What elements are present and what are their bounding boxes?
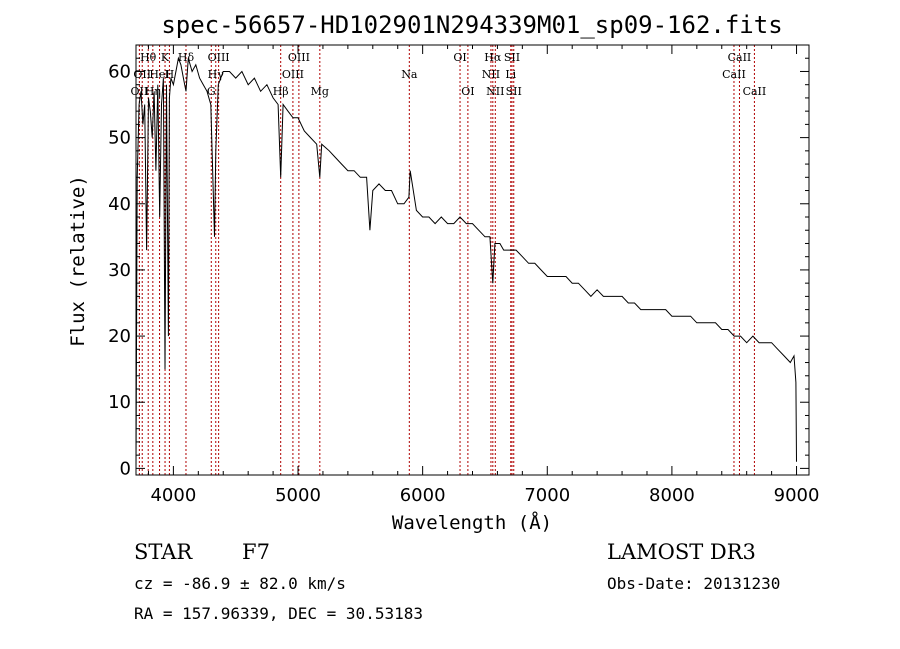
line-label: SII (506, 85, 522, 98)
line-label: OI (461, 85, 474, 98)
line-label: CaII (722, 68, 746, 81)
x-tick-label: 7000 (524, 485, 570, 506)
line-label: Na (401, 68, 418, 81)
line-label: NII (486, 85, 504, 98)
y-axis-ticks: 0 10 20 30 40 50 60 (108, 57, 809, 479)
spectrum-line (135, 56, 797, 469)
chart-title: spec-56657-HD102901N294339M01_sp09-162.f… (161, 11, 782, 39)
y-tick-label: 40 (108, 194, 131, 215)
y-tick-label: 20 (108, 326, 131, 347)
line-label: OIII (282, 68, 304, 81)
line-label: Hβ (273, 85, 289, 98)
line-label: HeI (149, 68, 169, 81)
plot-frame (135, 44, 810, 476)
observation-date: Obs-Date: 20131230 (607, 574, 781, 593)
y-tick-label: 50 (108, 128, 131, 149)
x-axis-ticks: 4000 5000 6000 7000 8000 9000 (147, 45, 820, 506)
x-tick-label: 8000 (649, 485, 695, 506)
object-subclass: F7 (242, 540, 270, 564)
line-label: NII (482, 68, 500, 81)
line-label: K (161, 51, 170, 64)
line-label: Mg (311, 85, 329, 98)
line-label: Hη (145, 85, 161, 98)
line-label: CaII (728, 51, 752, 64)
survey-name: LAMOST DR3 (607, 540, 756, 564)
x-tick-label: 9000 (774, 485, 820, 506)
line-label: Hδ (178, 51, 195, 64)
x-tick-label: 5000 (275, 485, 321, 506)
x-tick-label: 6000 (400, 485, 446, 506)
line-label: Hα (484, 51, 502, 64)
line-label: OI (453, 51, 466, 64)
y-tick-label: 30 (108, 260, 131, 281)
sky-coordinates: RA = 157.96339, DEC = 30.53183 (134, 604, 423, 623)
line-label: OIII (208, 51, 230, 64)
line-label: SII (504, 51, 520, 64)
line-label: H (165, 68, 175, 81)
line-label: Li (505, 68, 516, 81)
line-label: OIII (288, 51, 310, 64)
x-axis-label: Wavelength (Å) (392, 511, 552, 534)
line-label: OII (131, 85, 149, 98)
redshift-velocity: cz = -86.9 ± 82.0 km/s (134, 574, 346, 593)
spectral-line-markers (138, 45, 755, 475)
line-label: Hγ (208, 68, 225, 81)
y-tick-label: 10 (108, 392, 131, 413)
y-tick-label: 0 (120, 458, 131, 479)
object-class: STAR (134, 540, 193, 564)
x-tick-label: 4000 (150, 485, 196, 506)
line-label: G (207, 85, 216, 98)
spectral-line-labels: OIIOIIHθHηHeIKHHδGHγOIIIHβOIIIOIIIMgNaOI… (131, 51, 767, 98)
y-tick-label: 60 (108, 61, 131, 82)
line-label: CaII (743, 85, 767, 98)
y-axis-label: Flux (relative) (67, 175, 89, 347)
line-label: Hθ (140, 51, 157, 64)
